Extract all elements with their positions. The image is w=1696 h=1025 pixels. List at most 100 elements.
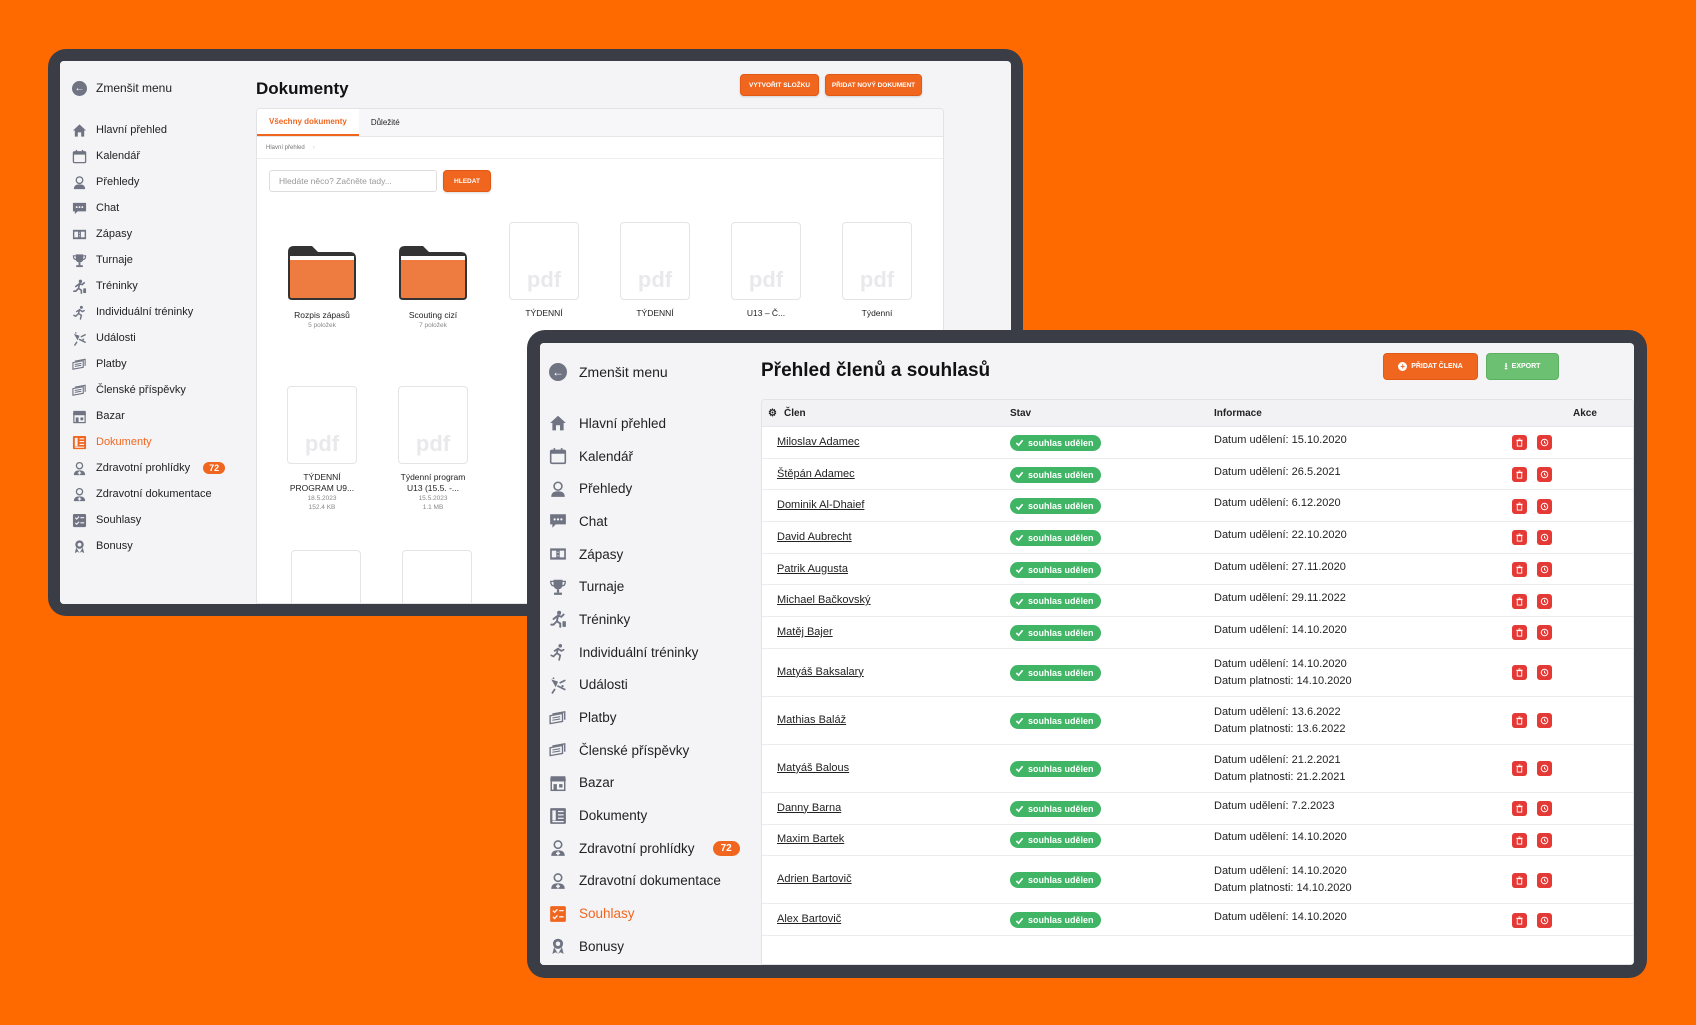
sidebar-item-bonusy[interactable]: Bonusy (540, 930, 745, 963)
member-link[interactable]: Alex Bartovič (777, 913, 842, 926)
collapse-menu-button[interactable]: ← Zmenšit menu (60, 69, 238, 107)
column-status[interactable]: Stav (1010, 408, 1032, 419)
sidebar-item-kalendar[interactable]: Kalendář (60, 143, 238, 169)
add-member-button[interactable]: + PŘIDAT ČLENA (1383, 353, 1478, 380)
sidebar-item-turnaje[interactable]: Turnaje (540, 570, 745, 603)
document-item[interactable]: pdf Týdenní program U13 (15.5. -... 15.5… (383, 386, 483, 512)
sidebar-item-zdravotni-dokumentace[interactable]: Zdravotní dokumentace (540, 865, 745, 898)
member-link[interactable]: Maxim Bartek (777, 833, 845, 846)
export-button[interactable]: ⭳ EXPORT (1486, 353, 1559, 380)
sidebar-item-zdravotni-prohlidky[interactable]: Zdravotní prohlídky 72 (540, 832, 745, 865)
trash-icon[interactable] (1512, 665, 1527, 681)
collapse-menu-button[interactable]: ← Zmenšit menu (540, 347, 745, 397)
trash-icon[interactable] (1512, 435, 1527, 451)
sidebar-item-hlavni-prehled[interactable]: Hlavní přehled (60, 117, 238, 143)
member-link[interactable]: Matyáš Balous (777, 761, 850, 774)
member-link[interactable]: Matěj Bajer (777, 625, 833, 638)
search-input[interactable]: Hledáte něco? Začněte tady... (269, 170, 437, 192)
tab-important[interactable]: Důležité (370, 118, 400, 127)
document-item[interactable]: pdf U13 – Č... (716, 222, 816, 319)
sidebar-item-dokumenty[interactable]: Dokumenty (540, 799, 745, 832)
revoke-icon[interactable] (1537, 625, 1552, 641)
sidebar-item-individualni-treninky[interactable]: Individuální tréninky (60, 299, 238, 325)
revoke-icon[interactable] (1537, 761, 1552, 777)
document-item[interactable]: pdf TÝDENNÍ (494, 222, 594, 319)
sidebar-item-udalosti[interactable]: Události (60, 325, 238, 351)
sidebar-item-bazar[interactable]: Bazar (60, 403, 238, 429)
revoke-icon[interactable] (1537, 872, 1552, 888)
sidebar-item-bazar[interactable]: Bazar (540, 767, 745, 800)
revoke-icon[interactable] (1537, 435, 1552, 451)
sidebar-item-platby[interactable]: Platby (540, 701, 745, 734)
sidebar-item-treninky[interactable]: Tréninky (60, 273, 238, 299)
revoke-icon[interactable] (1537, 665, 1552, 681)
search-button[interactable]: HLEDAT (443, 170, 491, 192)
sidebar-item-hlavni-prehled[interactable]: Hlavní přehled (540, 407, 745, 440)
sidebar-item-platby[interactable]: Platby (60, 351, 238, 377)
revoke-icon[interactable] (1537, 912, 1552, 928)
gear-icon[interactable]: ⚙ (768, 408, 777, 419)
breadcrumb-item[interactable]: Hlavní přehled (266, 144, 305, 151)
trash-icon[interactable] (1512, 467, 1527, 483)
member-link[interactable]: Matyáš Baksalary (777, 665, 864, 678)
trash-icon[interactable] (1512, 832, 1527, 848)
sidebar-item-chat[interactable]: Chat (540, 505, 745, 538)
sidebar-item-anketa[interactable]: Anketa (540, 963, 745, 965)
tab-all-documents[interactable]: Všechny dokumenty (257, 109, 359, 136)
trash-icon[interactable] (1512, 530, 1527, 546)
revoke-icon[interactable] (1537, 832, 1552, 848)
sidebar-item-prehledy[interactable]: Přehledy (60, 169, 238, 195)
column-member[interactable]: Člen (784, 408, 806, 419)
folder-item[interactable]: Rozpis zápasů 5 položek (272, 242, 372, 330)
create-folder-button[interactable]: VYTVOŘIT SLOŽKU (740, 74, 819, 96)
trash-icon[interactable] (1512, 761, 1527, 777)
revoke-icon[interactable] (1537, 713, 1552, 729)
sidebar-item-bonusy[interactable]: Bonusy (60, 533, 238, 559)
revoke-icon[interactable] (1537, 562, 1552, 578)
trash-icon[interactable] (1512, 562, 1527, 578)
member-link[interactable]: Štěpán Adamec (777, 467, 855, 480)
revoke-icon[interactable] (1537, 530, 1552, 546)
sidebar-item-kalendar[interactable]: Kalendář (540, 440, 745, 473)
sidebar-item-dokumenty[interactable]: Dokumenty (60, 429, 238, 455)
revoke-icon[interactable] (1537, 801, 1552, 817)
sidebar-item-zapasy[interactable]: Zápasy (60, 221, 238, 247)
member-link[interactable]: Dominik Al-Dhaief (777, 499, 865, 512)
trash-icon[interactable] (1512, 713, 1527, 729)
sidebar-item-zapasy[interactable]: Zápasy (540, 538, 745, 571)
sidebar-item-chat[interactable]: Chat (60, 195, 238, 221)
member-link[interactable]: Danny Barna (777, 801, 842, 814)
folder-item[interactable]: Scouting cizí 7 položek (383, 242, 483, 330)
document-item[interactable]: pdf Týdenní (827, 222, 927, 319)
trash-icon[interactable] (1512, 593, 1527, 609)
trash-icon[interactable] (1512, 912, 1527, 928)
trash-icon[interactable] (1512, 872, 1527, 888)
revoke-icon[interactable] (1537, 467, 1552, 483)
revoke-icon[interactable] (1537, 593, 1552, 609)
revoke-icon[interactable] (1537, 498, 1552, 514)
member-link[interactable]: Michael Bačkovský (777, 594, 871, 607)
document-item[interactable]: pdf TÝDENNÍ (605, 222, 705, 319)
sidebar-item-clenske-prispevky[interactable]: Členské příspěvky (540, 734, 745, 767)
trash-icon[interactable] (1512, 625, 1527, 641)
sidebar-item-souhlasy[interactable]: Souhlasy (60, 507, 238, 533)
trash-icon[interactable] (1512, 801, 1527, 817)
sidebar-item-zdravotni-prohlidky[interactable]: Zdravotní prohlídky 72 (60, 455, 238, 481)
member-link[interactable]: David Aubrecht (777, 530, 852, 543)
member-link[interactable]: Mathias Baláž (777, 713, 847, 726)
trash-icon[interactable] (1512, 498, 1527, 514)
sidebar-item-clenske-prispevky[interactable]: Členské příspěvky (60, 377, 238, 403)
sidebar-item-treninky[interactable]: Tréninky (540, 603, 745, 636)
sidebar-item-individualni-treninky[interactable]: Individuální tréninky (540, 636, 745, 669)
member-link[interactable]: Adrien Bartovič (777, 873, 852, 886)
sidebar-item-turnaje[interactable]: Turnaje (60, 247, 238, 273)
add-document-button[interactable]: PŘIDAT NOVÝ DOKUMENT (825, 74, 922, 96)
sidebar-item-zdravotni-dokumentace[interactable]: Zdravotní dokumentace (60, 481, 238, 507)
sidebar-item-udalosti[interactable]: Události (540, 669, 745, 702)
sidebar-item-souhlasy[interactable]: Souhlasy (540, 897, 745, 930)
column-info[interactable]: Informace (1214, 408, 1262, 419)
sidebar-item-prehledy[interactable]: Přehledy (540, 472, 745, 505)
member-link[interactable]: Miloslav Adamec (777, 435, 860, 448)
member-link[interactable]: Patrik Augusta (777, 562, 848, 575)
document-item[interactable]: pdf TÝDENNÍ PROGRAM U9... 18.5.2023 152.… (272, 386, 372, 512)
